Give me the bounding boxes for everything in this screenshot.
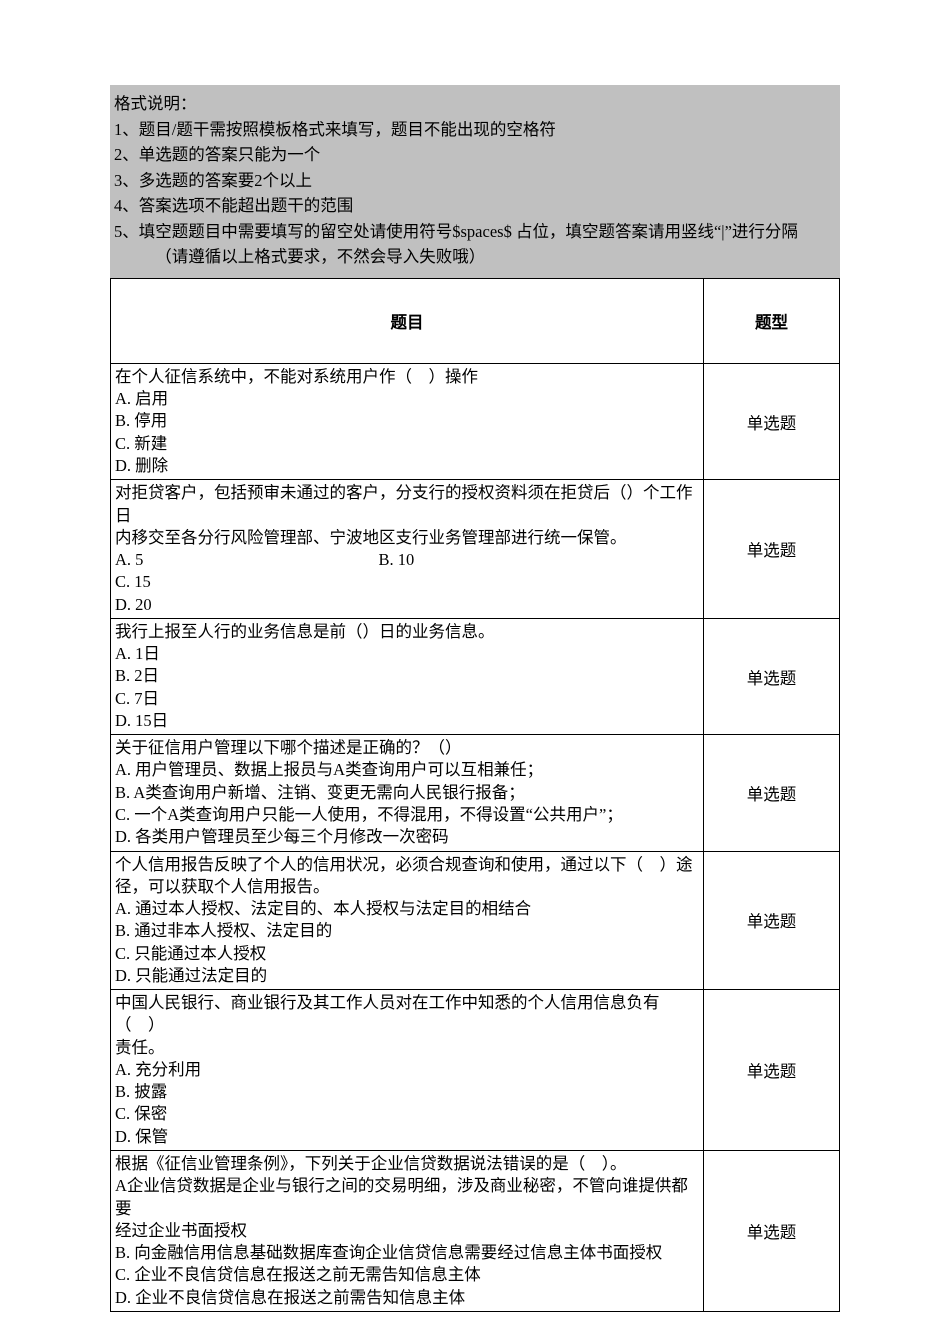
instruction-line-2: 2、单选题的答案只能为一个 (114, 142, 836, 168)
header-type: 题型 (704, 278, 840, 363)
question-cell: 在个人征信系统中，不能对系统用户作（ ）操作 A. 启用 B. 停用 C. 新建… (111, 363, 704, 479)
type-cell: 单选题 (704, 1150, 840, 1311)
instruction-line-3: 3、多选题的答案要2个以上 (114, 168, 836, 194)
instruction-line-5: 5、填空题题目中需要填写的留空处请使用符号$spaces$ 占位，填空题答案请用… (114, 219, 836, 245)
type-cell: 单选题 (704, 480, 840, 619)
header-question: 题目 (111, 278, 704, 363)
instruction-line-6: （请遵循以上格式要求，不然会导入失败哦） (114, 244, 836, 270)
question-cell: 关于征信用户管理以下哪个描述是正确的？（） A. 用户管理员、数据上报员与A类查… (111, 735, 704, 851)
type-cell: 单选题 (704, 363, 840, 479)
instructions-title: 格式说明： (114, 91, 836, 117)
table-row: 在个人征信系统中，不能对系统用户作（ ）操作 A. 启用 B. 停用 C. 新建… (111, 363, 840, 479)
table-row: 对拒贷客户，包括预审未通过的客户，分支行的授权资料须在拒贷后（）个工作日 内移交… (111, 480, 840, 619)
question-cell: 中国人民银行、商业银行及其工作人员对在工作中知悉的个人信用信息负有（ ） 责任。… (111, 990, 704, 1151)
question-cell: 我行上报至人行的业务信息是前（）日的业务信息。 A. 1日 B. 2日 C. 7… (111, 618, 704, 734)
question-cell: 对拒贷客户，包括预审未通过的客户，分支行的授权资料须在拒贷后（）个工作日 内移交… (111, 480, 704, 619)
type-cell: 单选题 (704, 618, 840, 734)
instruction-line-4: 4、答案选项不能超出题干的范围 (114, 193, 836, 219)
table-header-row: 题目 题型 (111, 278, 840, 363)
type-cell: 单选题 (704, 735, 840, 851)
table-row: 个人信用报告反映了个人的信用状况，必须合规查询和使用，通过以下（ ）途 径，可以… (111, 851, 840, 990)
instruction-line-1: 1、题目/题干需按照模板格式来填写，题目不能出现的空格符 (114, 117, 836, 143)
question-table: 题目 题型 在个人征信系统中，不能对系统用户作（ ）操作 A. 启用 B. 停用… (110, 278, 840, 1312)
table-row: 根据《征信业管理条例》，下列关于企业信贷数据说法错误的是（ ）。 A企业信贷数据… (111, 1150, 840, 1311)
table-row: 中国人民银行、商业银行及其工作人员对在工作中知悉的个人信用信息负有（ ） 责任。… (111, 990, 840, 1151)
type-cell: 单选题 (704, 851, 840, 990)
document-page: 格式说明： 1、题目/题干需按照模板格式来填写，题目不能出现的空格符 2、单选题… (0, 0, 945, 1337)
question-cell: 个人信用报告反映了个人的信用状况，必须合规查询和使用，通过以下（ ）途 径，可以… (111, 851, 704, 990)
type-cell: 单选题 (704, 990, 840, 1151)
table-row: 关于征信用户管理以下哪个描述是正确的？（） A. 用户管理员、数据上报员与A类查… (111, 735, 840, 851)
question-cell: 根据《征信业管理条例》，下列关于企业信贷数据说法错误的是（ ）。 A企业信贷数据… (111, 1150, 704, 1311)
table-row: 我行上报至人行的业务信息是前（）日的业务信息。 A. 1日 B. 2日 C. 7… (111, 618, 840, 734)
format-instructions-box: 格式说明： 1、题目/题干需按照模板格式来填写，题目不能出现的空格符 2、单选题… (110, 85, 840, 278)
